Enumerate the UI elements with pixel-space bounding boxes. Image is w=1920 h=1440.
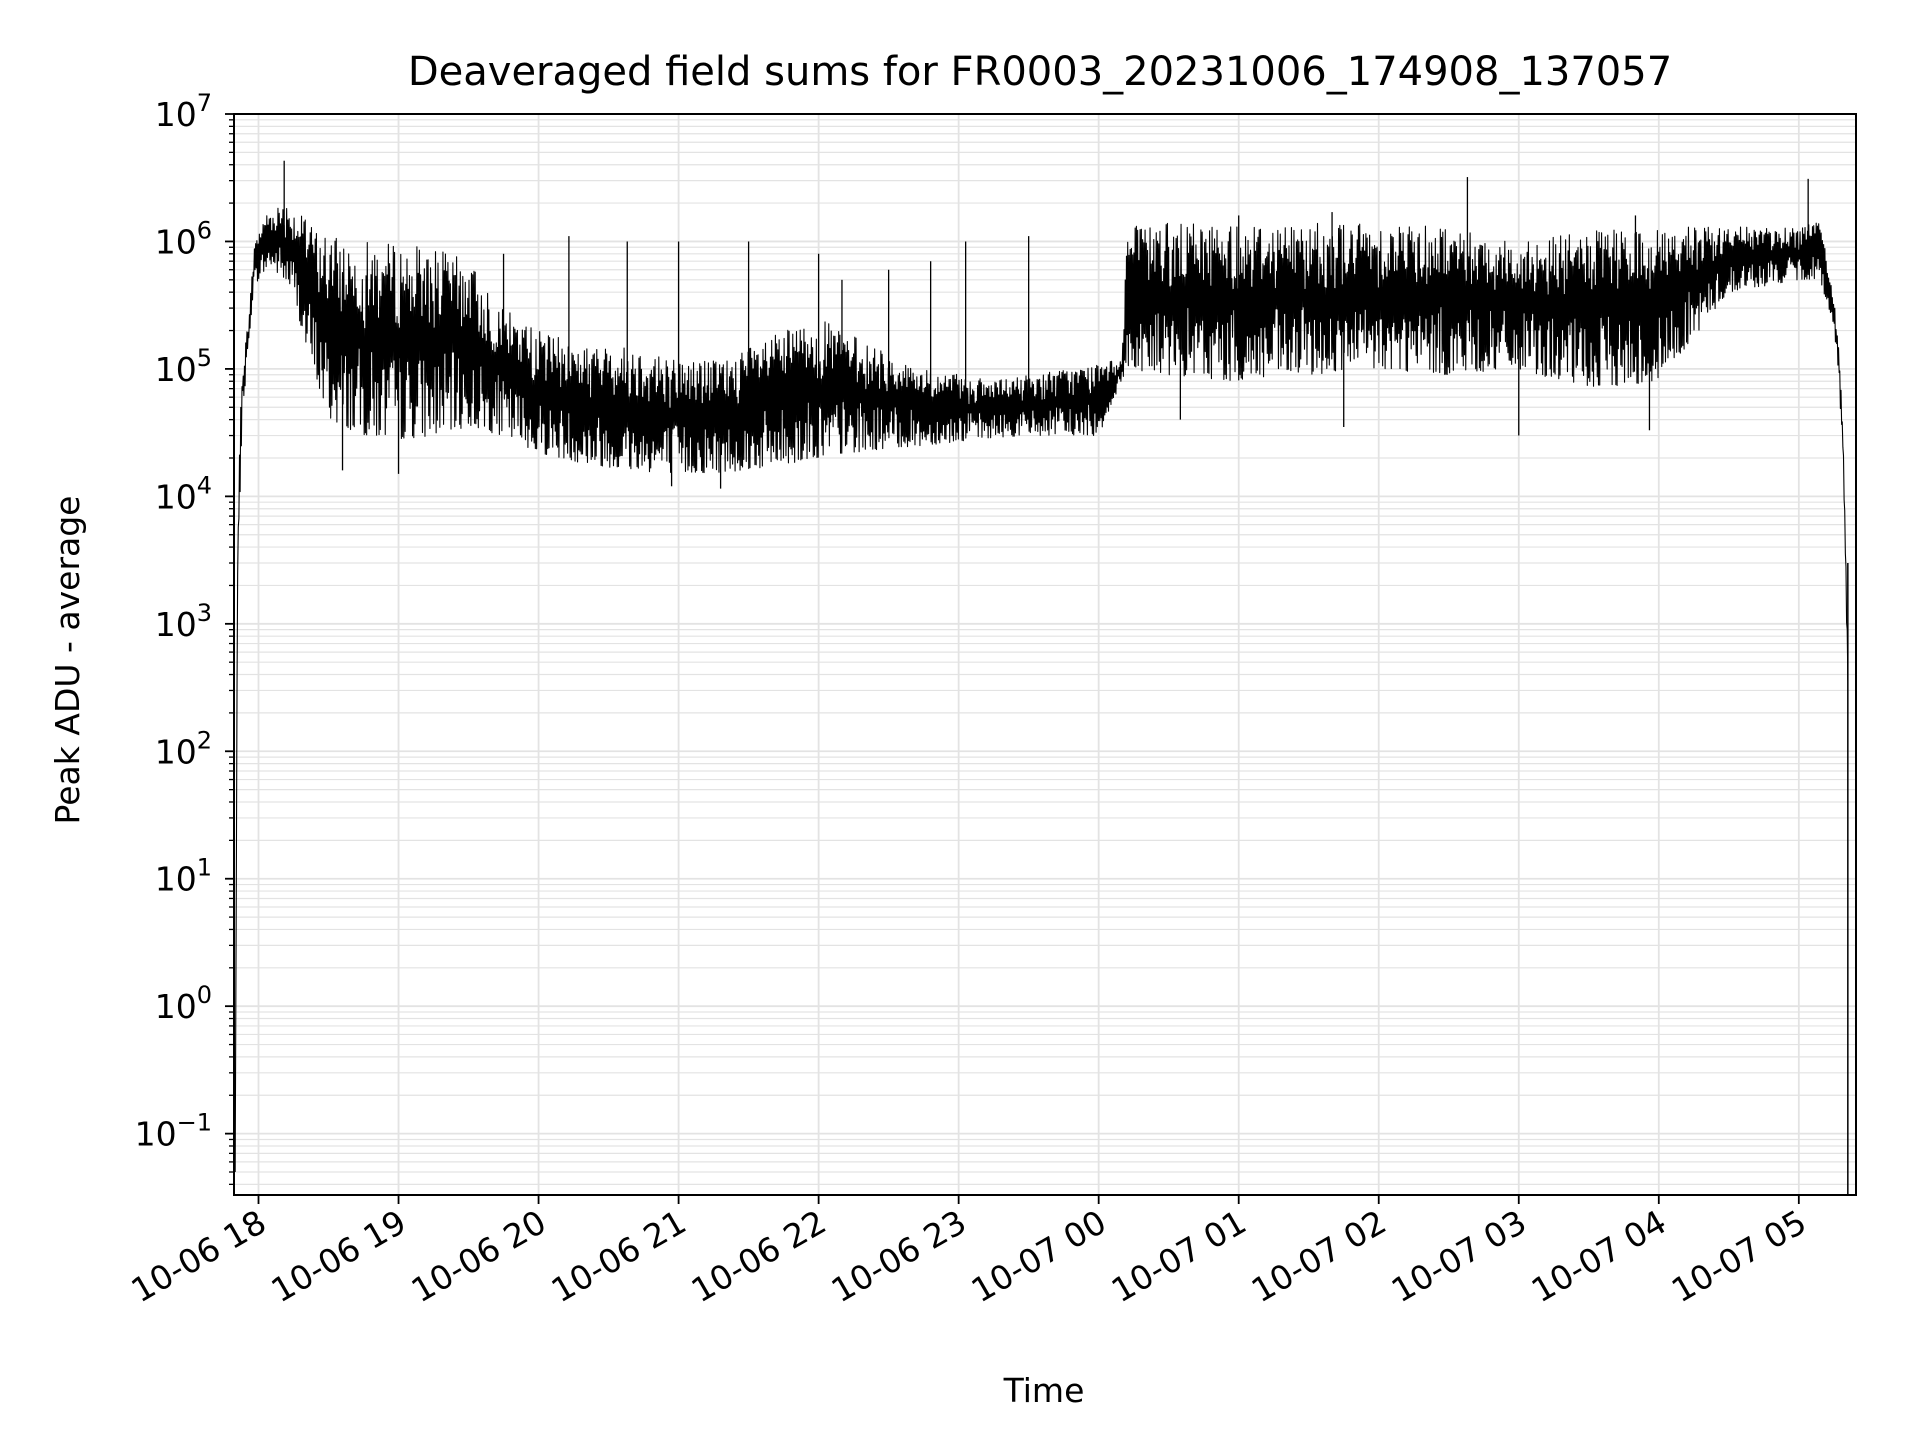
y-tick-label-exponent: 6 — [197, 216, 212, 244]
y-tick-label-exponent: 0 — [197, 981, 212, 1009]
y-tick-label-base: 10 — [155, 987, 197, 1026]
chart-title: Deaveraged field sums for FR0003_2023100… — [408, 49, 1672, 95]
data-series-peak-adu — [234, 160, 1849, 1195]
y-tick-label: 105 — [155, 344, 212, 389]
x-axis-label: Time — [1003, 1371, 1085, 1410]
y-tick-label-exponent: −1 — [177, 1109, 212, 1137]
y-tick-label: 104 — [155, 471, 212, 516]
y-tick-label-base: 10 — [155, 350, 197, 389]
y-tick-label-base: 10 — [155, 477, 197, 516]
y-tick-label-base: 10 — [155, 732, 197, 771]
y-tick-label-exponent: 3 — [197, 599, 212, 627]
y-tick-label-exponent: 7 — [197, 89, 212, 117]
y-tick-label: 103 — [155, 599, 212, 644]
y-tick-label-base: 10 — [155, 95, 197, 134]
y-tick-label-exponent: 4 — [197, 471, 212, 499]
plot-frame — [233, 113, 1857, 1196]
y-tick-label: 100 — [155, 981, 212, 1026]
y-tick-label: 10−1 — [135, 1109, 212, 1154]
y-tick-label: 107 — [155, 89, 212, 134]
y-tick-label-base: 10 — [155, 605, 197, 644]
y-tick-label: 101 — [155, 854, 212, 899]
y-tick-label: 106 — [155, 216, 212, 261]
grid — [234, 113, 1856, 1195]
y-tick-label-exponent: 5 — [197, 344, 212, 372]
y-axis-label: Peak ADU - average — [48, 496, 87, 825]
y-tick-label-exponent: 1 — [197, 854, 212, 882]
y-tick-label-exponent: 2 — [197, 726, 212, 754]
y-tick-label-base: 10 — [155, 222, 197, 261]
y-tick-label: 102 — [155, 726, 212, 771]
y-tick-label-base: 10 — [135, 1115, 177, 1154]
y-tick-label-base: 10 — [155, 860, 197, 899]
